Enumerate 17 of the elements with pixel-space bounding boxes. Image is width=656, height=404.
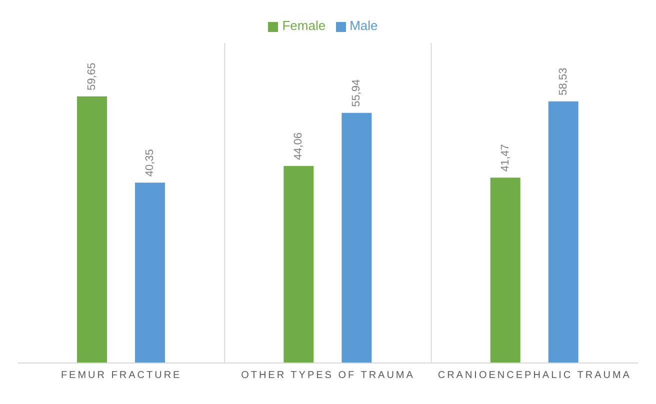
data-label: 59,65 bbox=[86, 62, 98, 90]
data-label: 55,94 bbox=[350, 79, 363, 107]
legend-label: Female bbox=[282, 18, 326, 33]
data-label: 40,35 bbox=[144, 149, 156, 177]
bar bbox=[342, 112, 372, 363]
bar bbox=[490, 178, 520, 363]
bar bbox=[284, 166, 314, 363]
bar bbox=[135, 182, 165, 363]
data-label: 58,53 bbox=[557, 68, 570, 96]
legend-label: Male bbox=[350, 18, 378, 33]
data-label: 44,06 bbox=[292, 132, 305, 160]
x-tick-label: OTHER TYPES OF TRAUMA bbox=[241, 370, 415, 382]
bar bbox=[77, 96, 107, 363]
bar bbox=[548, 101, 578, 363]
data-label: 41,47 bbox=[499, 144, 512, 172]
x-tick-label: FEMUR FRACTURE bbox=[60, 370, 182, 382]
x-tick-label: CRANIOENCEPHALIC TRAUMA bbox=[438, 370, 632, 382]
